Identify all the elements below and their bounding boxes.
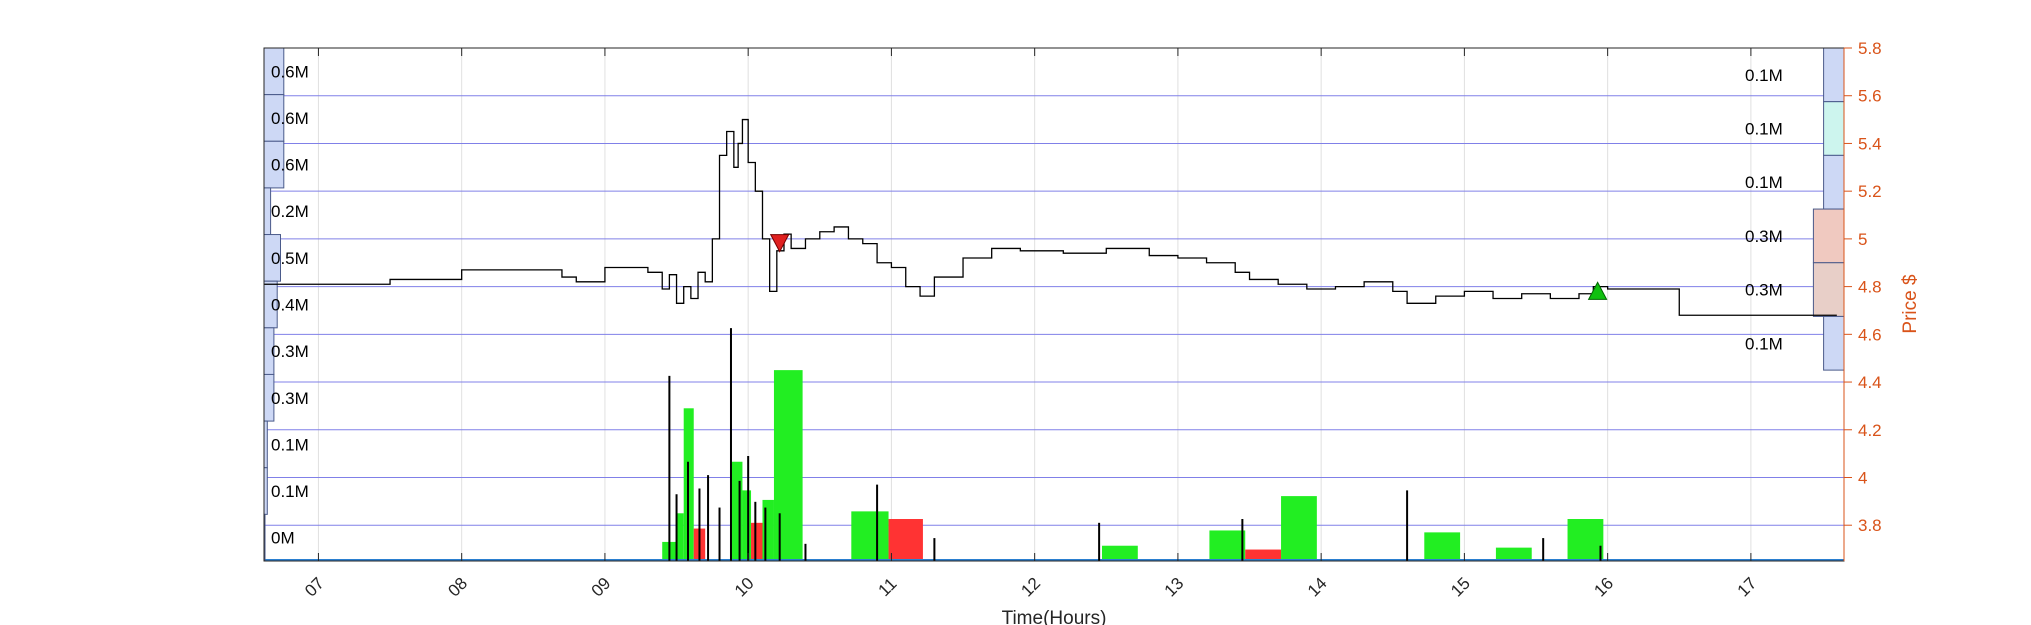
x-tick-label: 15 — [1447, 574, 1474, 601]
y-tick-label: 4.4 — [1858, 373, 1882, 392]
price-series-line — [264, 118, 1837, 316]
profile-label-right: 0.1M — [1745, 66, 1783, 85]
profile-label-left: 0.1M — [271, 435, 309, 454]
x-tick-label: 13 — [1161, 574, 1188, 601]
x-tick-label: 12 — [1017, 574, 1044, 601]
profile-label-right: 0.3M — [1745, 227, 1783, 246]
profile-label-right: 0.1M — [1745, 334, 1783, 353]
volume-bar — [762, 499, 774, 561]
x-axis-title: Time(Hours) — [1002, 608, 1107, 625]
x-tick-label: 08 — [444, 574, 471, 601]
profile-label-left: 0.2M — [271, 202, 309, 221]
x-tick-label: 10 — [731, 574, 758, 601]
volume-bar — [851, 511, 889, 561]
volume-bar — [676, 513, 684, 561]
y-axis-right: 3.8 4 4.2 4.4 4.6 4.8 5 5.2 5.4 5.6 5.8 — [1843, 39, 1882, 561]
profile-label-left: 0.4M — [271, 296, 309, 315]
volume-bar — [1424, 532, 1461, 561]
volume-bar — [730, 461, 743, 561]
profile-label-right: 0.3M — [1745, 281, 1783, 300]
profile-label-left: 0.3M — [271, 389, 309, 408]
profile-bar-right — [1823, 101, 1845, 156]
profile-label-left: 0M — [271, 529, 295, 548]
x-tick-label: 16 — [1590, 574, 1617, 601]
grid-lines — [264, 47, 1844, 561]
volume-bars — [264, 370, 1844, 561]
y-tick-label: 5 — [1858, 230, 1867, 249]
y-tick-label: 5.2 — [1858, 182, 1882, 201]
buy-marker — [1587, 281, 1608, 300]
profile-label-left: 0.6M — [271, 156, 309, 175]
sell-marker — [769, 234, 790, 253]
profile-label-left: 0.3M — [271, 342, 309, 361]
x-tick-label: 09 — [588, 574, 615, 601]
price-line — [264, 118, 1837, 316]
volume-bar — [888, 519, 923, 561]
plot-frame — [263, 47, 1845, 562]
trade-markers — [769, 234, 1608, 300]
volume-spikes — [668, 328, 1602, 561]
volume-bar — [1101, 545, 1138, 561]
x-tick-label: 07 — [301, 574, 328, 601]
profile-bar-right — [1823, 47, 1845, 103]
x-axis: 07 08 09 10 11 12 13 14 15 16 17 — [301, 48, 1760, 601]
y-tick-label: 5.8 — [1858, 39, 1882, 58]
x-tick-label: 17 — [1734, 574, 1761, 601]
volume-bar — [1281, 496, 1317, 561]
profile-label-left: 0.1M — [271, 482, 309, 501]
y-tick-label: 3.8 — [1858, 516, 1882, 535]
profile-label-right: 0.1M — [1745, 173, 1783, 192]
y-tick-label: 5.6 — [1858, 87, 1882, 106]
x-tick-label: 14 — [1304, 574, 1331, 601]
profile-bar-right — [1823, 154, 1845, 210]
profile-label-right: 0.1M — [1745, 120, 1783, 139]
y-tick-label: 4 — [1858, 468, 1867, 487]
y-tick-label: 5.4 — [1858, 134, 1882, 153]
volume-bar — [1245, 549, 1282, 561]
x-tick-label: 11 — [875, 574, 901, 600]
profile-label-left: 0.6M — [271, 109, 309, 128]
y-axis-title: Price $ — [1900, 274, 1921, 334]
volume-bar — [1567, 519, 1604, 561]
volume-profile-right: 0.1M 0.1M 0.1M 0.3M 0.3M 0.1M — [1745, 47, 1845, 371]
profile-bar-left — [263, 187, 272, 236]
profile-bar-right — [1823, 315, 1845, 371]
volume-profile-left: 0.6M 0.6M 0.6M 0.2M 0.5M 0.4M 0.3M 0.3M 0.1M 0.1M… — [263, 47, 309, 562]
profile-bar-right — [1812, 208, 1845, 264]
volume-bar — [742, 490, 752, 561]
volume-bar — [751, 522, 763, 561]
y-tick-label: 4.8 — [1858, 278, 1882, 297]
profile-label-left: 0.6M — [271, 62, 309, 81]
profile-label-left: 0.5M — [271, 249, 309, 268]
y-tick-label: 4.6 — [1858, 325, 1882, 344]
volume-bar — [1495, 547, 1532, 561]
volume-bar — [1209, 530, 1246, 561]
y-tick-label: 4.2 — [1858, 421, 1882, 440]
profile-bar-right — [1812, 262, 1845, 317]
volume-bar — [773, 370, 803, 561]
